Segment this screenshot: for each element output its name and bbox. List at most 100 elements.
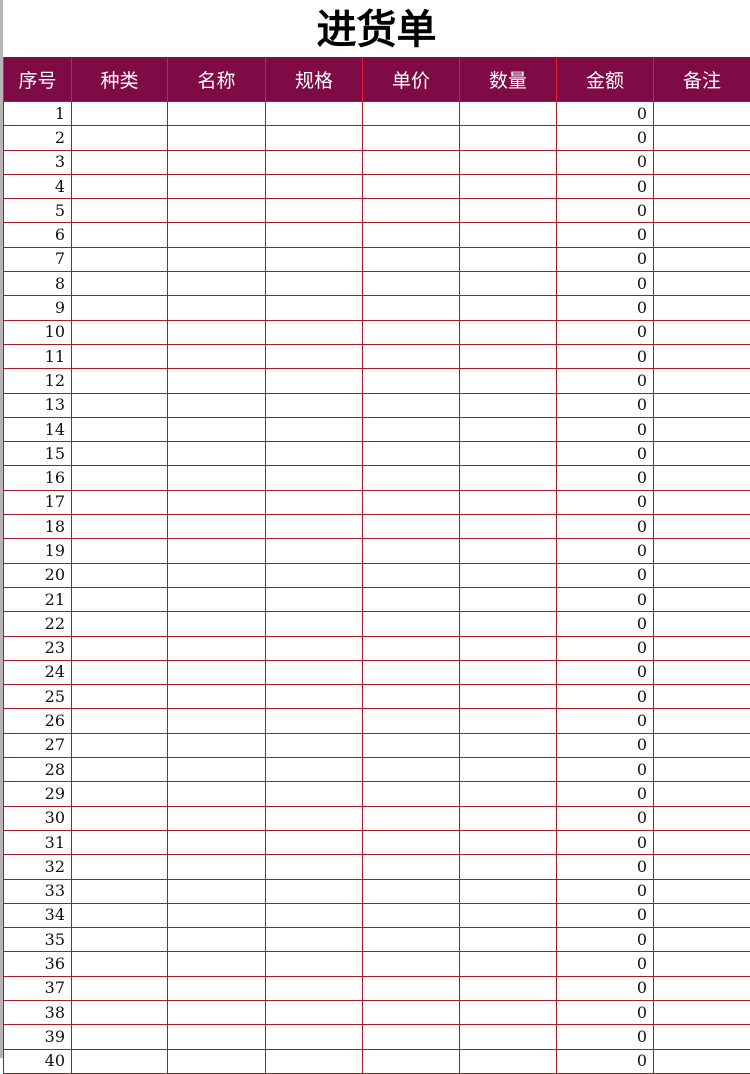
cell-unit-price[interactable] — [363, 879, 460, 903]
cell-category[interactable] — [72, 272, 168, 296]
cell-quantity[interactable] — [460, 587, 557, 611]
cell-quantity[interactable] — [460, 102, 557, 126]
cell-category[interactable] — [72, 515, 168, 539]
cell-name[interactable] — [168, 490, 266, 514]
cell-spec[interactable] — [266, 1049, 363, 1073]
cell-name[interactable] — [168, 1025, 266, 1049]
cell-no[interactable]: 29 — [4, 782, 72, 806]
cell-category[interactable] — [72, 587, 168, 611]
cell-spec[interactable] — [266, 466, 363, 490]
cell-quantity[interactable] — [460, 174, 557, 198]
cell-spec[interactable] — [266, 417, 363, 441]
cell-remark[interactable] — [654, 247, 750, 271]
cell-unit-price[interactable] — [363, 976, 460, 1000]
cell-unit-price[interactable] — [363, 442, 460, 466]
cell-category[interactable] — [72, 247, 168, 271]
cell-category[interactable] — [72, 393, 168, 417]
cell-no[interactable]: 4 — [4, 174, 72, 198]
cell-amount[interactable]: 0 — [557, 393, 654, 417]
cell-name[interactable] — [168, 539, 266, 563]
cell-unit-price[interactable] — [363, 344, 460, 368]
cell-name[interactable] — [168, 174, 266, 198]
cell-remark[interactable] — [654, 758, 750, 782]
cell-remark[interactable] — [654, 806, 750, 830]
cell-spec[interactable] — [266, 952, 363, 976]
cell-no[interactable]: 35 — [4, 928, 72, 952]
cell-quantity[interactable] — [460, 636, 557, 660]
cell-category[interactable] — [72, 296, 168, 320]
cell-name[interactable] — [168, 612, 266, 636]
cell-no[interactable]: 15 — [4, 442, 72, 466]
cell-no[interactable]: 11 — [4, 344, 72, 368]
cell-spec[interactable] — [266, 587, 363, 611]
cell-unit-price[interactable] — [363, 174, 460, 198]
cell-amount[interactable]: 0 — [557, 685, 654, 709]
cell-category[interactable] — [72, 223, 168, 247]
cell-quantity[interactable] — [460, 344, 557, 368]
cell-spec[interactable] — [266, 1025, 363, 1049]
cell-name[interactable] — [168, 393, 266, 417]
cell-unit-price[interactable] — [363, 709, 460, 733]
cell-remark[interactable] — [654, 879, 750, 903]
cell-category[interactable] — [72, 903, 168, 927]
cell-amount[interactable]: 0 — [557, 733, 654, 757]
cell-category[interactable] — [72, 417, 168, 441]
cell-spec[interactable] — [266, 879, 363, 903]
cell-amount[interactable]: 0 — [557, 660, 654, 684]
cell-category[interactable] — [72, 199, 168, 223]
cell-unit-price[interactable] — [363, 369, 460, 393]
cell-category[interactable] — [72, 563, 168, 587]
cell-unit-price[interactable] — [363, 490, 460, 514]
cell-category[interactable] — [72, 879, 168, 903]
cell-unit-price[interactable] — [363, 660, 460, 684]
cell-quantity[interactable] — [460, 903, 557, 927]
cell-no[interactable]: 31 — [4, 830, 72, 854]
cell-amount[interactable]: 0 — [557, 855, 654, 879]
cell-remark[interactable] — [654, 515, 750, 539]
cell-no[interactable]: 8 — [4, 272, 72, 296]
cell-name[interactable] — [168, 369, 266, 393]
cell-remark[interactable] — [654, 1000, 750, 1024]
cell-quantity[interactable] — [460, 758, 557, 782]
cell-remark[interactable] — [654, 150, 750, 174]
cell-remark[interactable] — [654, 174, 750, 198]
cell-quantity[interactable] — [460, 126, 557, 150]
cell-category[interactable] — [72, 1000, 168, 1024]
cell-unit-price[interactable] — [363, 126, 460, 150]
cell-unit-price[interactable] — [363, 393, 460, 417]
cell-amount[interactable]: 0 — [557, 320, 654, 344]
cell-amount[interactable]: 0 — [557, 223, 654, 247]
cell-unit-price[interactable] — [363, 320, 460, 344]
cell-spec[interactable] — [266, 490, 363, 514]
cell-amount[interactable]: 0 — [557, 490, 654, 514]
cell-quantity[interactable] — [460, 928, 557, 952]
cell-no[interactable]: 23 — [4, 636, 72, 660]
cell-quantity[interactable] — [460, 855, 557, 879]
cell-amount[interactable]: 0 — [557, 587, 654, 611]
cell-name[interactable] — [168, 102, 266, 126]
cell-no[interactable]: 19 — [4, 539, 72, 563]
cell-unit-price[interactable] — [363, 563, 460, 587]
cell-no[interactable]: 30 — [4, 806, 72, 830]
cell-spec[interactable] — [266, 102, 363, 126]
cell-remark[interactable] — [654, 830, 750, 854]
cell-quantity[interactable] — [460, 490, 557, 514]
cell-amount[interactable]: 0 — [557, 782, 654, 806]
cell-name[interactable] — [168, 685, 266, 709]
cell-spec[interactable] — [266, 806, 363, 830]
cell-quantity[interactable] — [460, 976, 557, 1000]
cell-unit-price[interactable] — [363, 636, 460, 660]
cell-spec[interactable] — [266, 709, 363, 733]
cell-category[interactable] — [72, 928, 168, 952]
cell-category[interactable] — [72, 320, 168, 344]
cell-quantity[interactable] — [460, 442, 557, 466]
cell-amount[interactable]: 0 — [557, 369, 654, 393]
cell-spec[interactable] — [266, 733, 363, 757]
cell-amount[interactable]: 0 — [557, 102, 654, 126]
cell-spec[interactable] — [266, 636, 363, 660]
cell-spec[interactable] — [266, 199, 363, 223]
cell-category[interactable] — [72, 660, 168, 684]
cell-unit-price[interactable] — [363, 733, 460, 757]
cell-category[interactable] — [72, 806, 168, 830]
cell-category[interactable] — [72, 636, 168, 660]
